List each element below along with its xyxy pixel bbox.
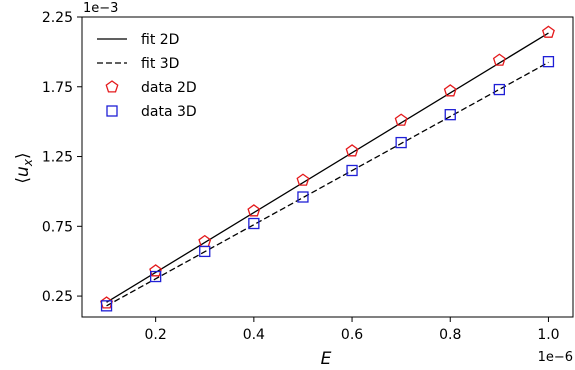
legend: fit 2D fit 3D data 2D data 3D (97, 32, 197, 120)
x-tick-label: 0.2 (145, 327, 167, 343)
y-tick-label: 0.75 (42, 219, 73, 235)
y-tick-label: 0.25 (42, 289, 73, 305)
data-point-data-3d (297, 191, 309, 203)
y-axis-label: ⟨ux⟩ (13, 152, 35, 183)
data-point-data-2d (394, 113, 408, 126)
y-offset-label: 1e−3 (83, 1, 118, 16)
data-point-data-3d (199, 245, 211, 258)
data-point-data-3d (444, 109, 456, 121)
legend-label-data-3d: data 3D (141, 104, 197, 120)
data-point-data-2d (443, 84, 457, 97)
data-point-data-3d (248, 217, 260, 230)
data-point-data-3d (100, 300, 113, 312)
data-point-data-2d (149, 264, 163, 277)
data-point-data-3d (542, 56, 555, 68)
x-tick-label: 0.4 (243, 327, 265, 343)
plot-frame (81, 16, 574, 318)
data-point-data-2d (296, 173, 310, 186)
x-offset-label: 1e−6 (538, 350, 573, 365)
data-point-data-2d (492, 53, 506, 66)
x-tick-label: 0.8 (439, 327, 461, 343)
data-point-data-3d (395, 136, 407, 149)
x-tick-label: 0.6 (341, 327, 363, 343)
data-point-data-2d (541, 25, 555, 38)
legend-label-data-2d: data 2D (141, 80, 197, 96)
legend-label-fit-2d: fit 2D (141, 32, 179, 48)
y-tick-label: 1.25 (42, 150, 73, 166)
data-point-data-2d (345, 144, 359, 157)
x-axis-label: E (321, 349, 332, 369)
data-point-data-3d (149, 270, 162, 283)
legend-swatch-data-2d (105, 80, 119, 93)
y-tick-label: 2.25 (42, 10, 73, 26)
legend-swatch-data-3d (106, 105, 118, 117)
x-tick-label: 1.0 (537, 327, 559, 343)
svg-text:⟨ux⟩: ⟨ux⟩ (13, 152, 35, 183)
data-point-data-2d (247, 204, 261, 217)
series-line-fit-2d (106, 32, 549, 303)
plot-area: 0.2 0.4 0.6 0.8 1.0 0.25 0.75 1.25 1.75 2.25 (42, 10, 574, 343)
y-tick-label: 1.75 (42, 80, 73, 96)
legend-label-fit-3d: fit 3D (141, 56, 179, 72)
data-point-data-3d (493, 83, 506, 96)
data-point-data-3d (346, 164, 358, 177)
series-line-fit-3d (106, 61, 549, 307)
